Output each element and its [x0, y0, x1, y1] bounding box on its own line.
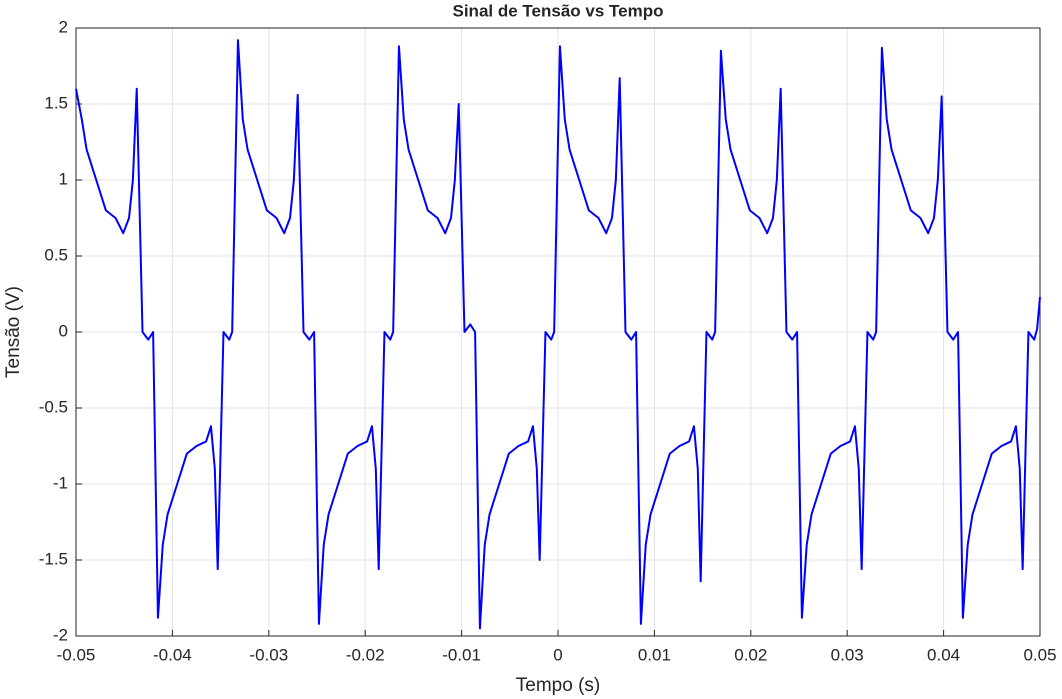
y-tick-label: 1 — [59, 169, 68, 188]
x-tick-label: 0.05 — [1023, 645, 1056, 664]
y-tick-label: 1.5 — [44, 93, 68, 112]
y-tick-label: -1 — [53, 473, 68, 492]
y-tick-label: 2 — [59, 17, 68, 36]
y-tick-label: -0.5 — [39, 397, 68, 416]
x-tick-label: -0.05 — [57, 645, 96, 664]
y-tick-label: -1.5 — [39, 549, 68, 568]
y-tick-label: -2 — [53, 625, 68, 644]
x-tick-label: -0.02 — [346, 645, 385, 664]
x-axis-label: Tempo (s) — [516, 675, 600, 696]
x-tick-label: 0.04 — [927, 645, 960, 664]
x-tick-label: 0.03 — [831, 645, 864, 664]
x-tick-label: -0.04 — [153, 645, 192, 664]
line-series — [75, 39, 1041, 630]
x-tick-label: 0 — [553, 645, 562, 664]
x-tick-label: -0.03 — [249, 645, 288, 664]
y-axis-label: Tensão (V) — [3, 286, 24, 378]
x-tick-label: 0.01 — [638, 645, 671, 664]
plot-frame — [75, 27, 1041, 637]
chart-title: Sinal de Tensão vs Tempo — [453, 1, 664, 20]
x-tick-label: -0.01 — [442, 645, 481, 664]
y-tick-label: 0 — [59, 321, 68, 340]
x-tick-label: 0.02 — [734, 645, 767, 664]
y-tick-label: 0.5 — [44, 245, 68, 264]
